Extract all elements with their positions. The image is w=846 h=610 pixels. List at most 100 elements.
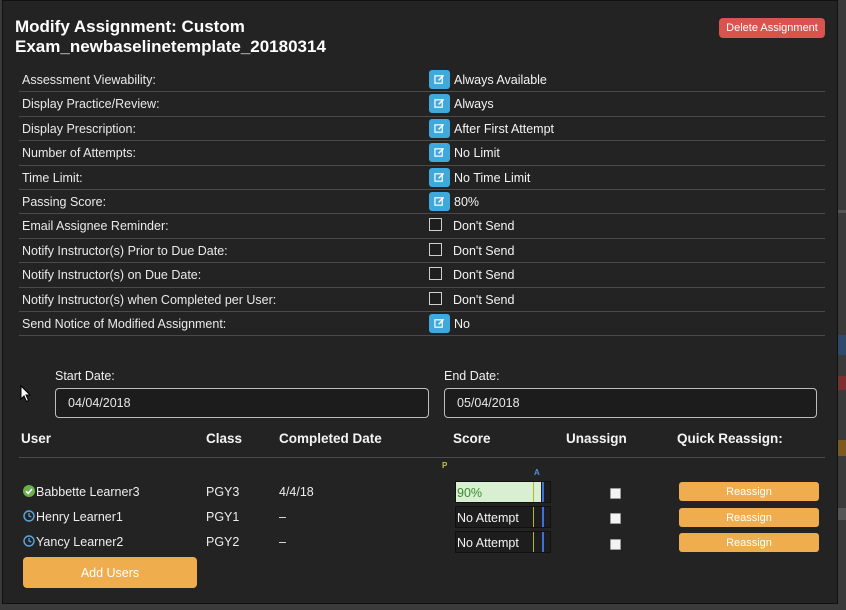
email-reminder-checkbox[interactable]: [429, 218, 442, 232]
passing-line: [533, 482, 534, 502]
score-text: 90%: [457, 486, 483, 500]
score-bar: No Attempt: [455, 531, 551, 553]
end-date-label: End Date:: [444, 369, 500, 383]
check-circle-icon: [23, 485, 35, 497]
table-header-divider: [19, 457, 825, 458]
setting-value: No Limit: [454, 146, 500, 161]
edit-icon[interactable]: [429, 118, 450, 138]
clock-icon: [23, 510, 35, 522]
setting-row-send-notice: Send Notice of Modified Assignment: No: [19, 312, 825, 337]
column-header-completed-date[interactable]: Completed Date: [279, 431, 382, 446]
completed-date: 4/4/18: [279, 485, 314, 499]
passing-line: [533, 532, 534, 552]
setting-value: After First Attempt: [454, 121, 555, 136]
end-date-input[interactable]: 05/04/2018: [444, 388, 817, 418]
passing-score-marker: P: [442, 461, 448, 470]
setting-row-notify-due: Notify Instructor(s) on Due Date: Don't …: [19, 263, 825, 288]
setting-label: Number of Attempts:: [22, 146, 136, 161]
setting-value: Don't Send: [453, 243, 515, 258]
attempt-line: [542, 532, 544, 552]
unassign-checkbox[interactable]: [610, 513, 621, 524]
setting-label: Send Notice of Modified Assignment:: [22, 316, 227, 331]
background-strip: [838, 508, 846, 520]
user-class: PGY2: [206, 535, 240, 549]
setting-value: Don't Send: [453, 219, 515, 234]
settings-table: Assessment Viewability: Always Available…: [19, 68, 825, 337]
score-fill: [456, 482, 541, 502]
setting-label: Time Limit:: [22, 170, 83, 185]
background-strip: [838, 376, 846, 390]
edit-icon[interactable]: [429, 70, 450, 89]
attempt-marker: A: [534, 468, 540, 477]
start-date-label: Start Date:: [55, 369, 115, 383]
setting-row-notify-completed: Notify Instructor(s) when Completed per …: [19, 288, 825, 312]
completed-date: –: [279, 510, 286, 524]
column-header-user[interactable]: User: [21, 431, 52, 446]
edit-icon[interactable]: [429, 313, 450, 333]
background-strip: [838, 210, 846, 213]
attempt-line: [542, 507, 544, 527]
mouse-cursor-icon: [20, 385, 32, 403]
setting-row-passing-score: Passing Score: 80%: [19, 190, 825, 215]
setting-row-assessment-viewability: Assessment Viewability: Always Available: [19, 68, 825, 93]
setting-label: Display Prescription:: [22, 121, 136, 136]
setting-row-display-prescription: Display Prescription: After First Attemp…: [19, 117, 825, 142]
user-name: Babbette Learner3: [36, 485, 140, 499]
delete-assignment-button[interactable]: Delete Assignment: [719, 18, 825, 38]
score-text: No Attempt: [457, 511, 519, 525]
setting-row-display-practice: Display Practice/Review: Always: [19, 92, 825, 117]
setting-label: Notify Instructor(s) Prior to Due Date:: [22, 243, 228, 258]
clock-icon: [23, 535, 35, 547]
column-header-class[interactable]: Class: [206, 431, 243, 446]
edit-icon[interactable]: [429, 143, 450, 163]
attempt-line: [542, 482, 544, 502]
setting-value: No: [454, 316, 470, 331]
modal-title: Modify Assignment: Custom Exam_newbaseli…: [15, 17, 475, 57]
setting-label: Passing Score:: [22, 194, 107, 209]
column-header-quick-reassign: Quick Reassign:: [677, 431, 783, 446]
background-strip: [838, 440, 846, 456]
passing-line: [533, 507, 534, 527]
setting-value: Always Available: [454, 73, 547, 87]
unassign-checkbox[interactable]: [610, 539, 621, 550]
setting-label: Notify Instructor(s) on Due Date:: [22, 268, 202, 283]
setting-row-number-of-attempts: Number of Attempts: No Limit: [19, 141, 825, 166]
setting-value: Always: [454, 97, 494, 112]
setting-label: Email Assignee Reminder:: [22, 219, 169, 234]
modal-title-line2: Exam_newbaselinetemplate_20180314: [15, 37, 326, 56]
reassign-button[interactable]: Reassign: [679, 533, 819, 552]
score-bar: No Attempt: [455, 506, 551, 528]
setting-value: No Time Limit: [454, 170, 531, 185]
setting-label: Notify Instructor(s) when Completed per …: [22, 292, 277, 307]
column-header-score[interactable]: Score: [453, 431, 491, 446]
setting-label: Assessment Viewability:: [22, 73, 156, 87]
user-class: PGY3: [206, 485, 240, 499]
setting-row-time-limit: Time Limit: No Time Limit: [19, 166, 825, 190]
add-users-button[interactable]: Add Users: [23, 557, 197, 588]
reassign-button[interactable]: Reassign: [679, 482, 819, 501]
column-header-unassign: Unassign: [566, 431, 627, 446]
setting-row-notify-prior: Notify Instructor(s) Prior to Due Date: …: [19, 239, 825, 264]
modify-assignment-modal: Modify Assignment: Custom Exam_newbaseli…: [2, 0, 838, 604]
notify-prior-checkbox[interactable]: [429, 242, 442, 256]
reassign-button[interactable]: Reassign: [679, 508, 819, 527]
edit-icon[interactable]: [429, 191, 450, 211]
unassign-checkbox[interactable]: [610, 488, 621, 499]
user-class: PGY1: [206, 510, 240, 524]
edit-icon[interactable]: [429, 94, 450, 114]
modal-title-line1: Modify Assignment: Custom: [15, 17, 245, 36]
user-name: Henry Learner1: [36, 510, 123, 524]
setting-value: 80%: [454, 194, 480, 209]
score-text: No Attempt: [457, 536, 519, 550]
score-bar: 90%: [455, 481, 551, 503]
background-strip: [838, 335, 846, 355]
setting-row-email-reminder: Email Assignee Reminder: Don't Send: [19, 214, 825, 239]
edit-icon[interactable]: [429, 167, 450, 187]
notify-due-checkbox[interactable]: [429, 267, 442, 281]
setting-label: Display Practice/Review:: [22, 97, 160, 112]
notify-completed-checkbox[interactable]: [429, 291, 442, 305]
start-date-input[interactable]: 04/04/2018: [55, 388, 429, 418]
completed-date: –: [279, 535, 286, 549]
user-name: Yancy Learner2: [36, 535, 124, 549]
setting-value: Don't Send: [453, 268, 515, 283]
